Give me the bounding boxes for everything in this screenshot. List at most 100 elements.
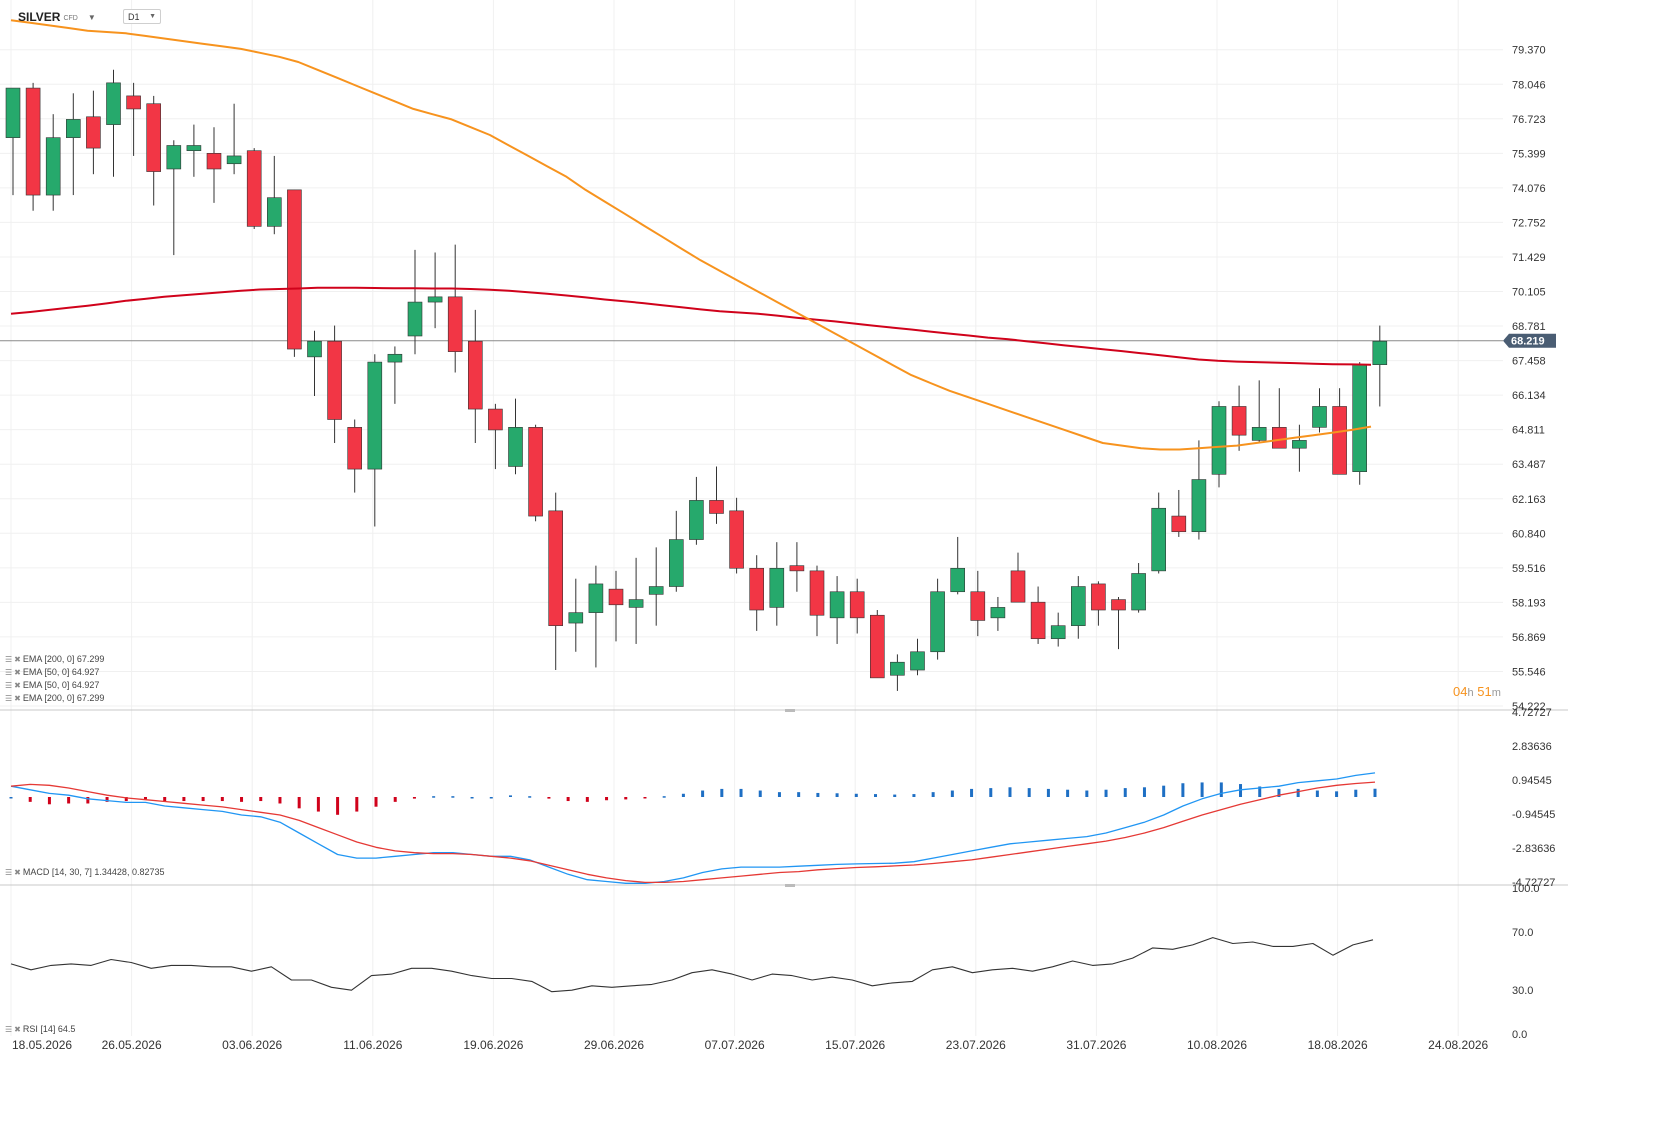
macd-histogram-bar bbox=[163, 797, 167, 802]
x-tick-label: 10.08.2026 bbox=[1187, 1038, 1247, 1052]
macd-histogram-bar bbox=[605, 797, 609, 801]
candle-body bbox=[126, 95, 141, 110]
legend-ema-2[interactable]: ☰ ✖ EMA [50, 0] 64.927 bbox=[5, 667, 99, 677]
macd-histogram-bar bbox=[1354, 789, 1358, 797]
macd-histogram-bar bbox=[701, 790, 705, 797]
macd-histogram-bar bbox=[451, 796, 455, 798]
macd-histogram-bar bbox=[585, 797, 589, 802]
timeframe-select[interactable]: D1 ▼ bbox=[123, 9, 161, 24]
close-icon[interactable]: ✖ bbox=[14, 667, 21, 677]
candle-body bbox=[789, 565, 805, 572]
y-tick-label: 54.222 bbox=[1512, 701, 1546, 713]
candle-body bbox=[1050, 625, 1066, 640]
candle-body bbox=[1372, 340, 1388, 366]
countdown-m-unit: m bbox=[1491, 687, 1501, 699]
candle-body bbox=[186, 145, 202, 152]
candle-body bbox=[990, 607, 1006, 619]
y-tick-label: 74.076 bbox=[1512, 183, 1546, 195]
close-icon[interactable]: ✖ bbox=[14, 680, 21, 690]
candle-body bbox=[508, 427, 523, 467]
candle-body bbox=[910, 651, 925, 671]
timeframe-value: D1 bbox=[128, 11, 140, 22]
macd-histogram-bar bbox=[259, 797, 263, 802]
close-icon[interactable]: ✖ bbox=[14, 654, 21, 664]
y-tick-label: 68.781 bbox=[1512, 321, 1546, 333]
macd-y-tick-label: -4.72727 bbox=[1512, 877, 1555, 889]
macd-histogram-bar bbox=[720, 788, 724, 797]
candle-body bbox=[548, 510, 564, 626]
macd-histogram-bar bbox=[470, 797, 474, 799]
candle-body bbox=[1131, 573, 1146, 611]
legend-ema-1[interactable]: ☰ ✖ EMA [200, 0] 67.299 bbox=[5, 654, 104, 664]
symbol-type: CFD bbox=[63, 15, 78, 22]
macd-histogram-bar bbox=[950, 790, 954, 797]
chart-root[interactable]: 79.370 78.046 76.723 75.399 74.076 72.752 71.4… bbox=[0, 0, 1568, 1058]
candle-body bbox=[246, 150, 262, 227]
y-tick-label: 60.840 bbox=[1512, 528, 1546, 540]
x-tick-label: 07.07.2026 bbox=[705, 1038, 765, 1052]
candle-body bbox=[709, 500, 724, 514]
settings-icon[interactable]: ☰ bbox=[5, 667, 12, 677]
macd-histogram-bar bbox=[182, 797, 186, 802]
macd-histogram-bar bbox=[1315, 790, 1319, 797]
candle-body bbox=[930, 591, 945, 653]
settings-icon[interactable]: ☰ bbox=[5, 1024, 12, 1034]
x-tick-label: 03.06.2026 bbox=[222, 1038, 282, 1052]
macd-histogram-bar bbox=[489, 797, 493, 799]
symbol-selector[interactable]: SILVER CFD ▼ bbox=[18, 8, 96, 26]
candle-body bbox=[608, 588, 624, 606]
candle-body bbox=[1151, 507, 1166, 572]
legend-macd-label: MACD [14, 30, 7] 1.34428, 0.82735 bbox=[22, 867, 165, 877]
candle-body bbox=[1332, 406, 1347, 475]
y-tick-label: 75.399 bbox=[1512, 148, 1546, 160]
countdown-h-unit: h bbox=[1467, 687, 1474, 699]
legend-rsi[interactable]: ☰ ✖ RSI [14] 64.5 bbox=[5, 1024, 75, 1034]
legend-macd[interactable]: ☰ ✖ MACD [14, 30, 7] 1.34428, 0.82735 bbox=[5, 867, 164, 877]
legend-ema-3[interactable]: ☰ ✖ EMA [50, 0] 64.927 bbox=[5, 680, 99, 690]
y-tick-label: 56.869 bbox=[1512, 632, 1546, 644]
macd-histogram-bar bbox=[931, 792, 935, 797]
candle-body bbox=[1030, 601, 1046, 640]
macd-histogram-bar bbox=[1046, 788, 1050, 797]
settings-icon[interactable]: ☰ bbox=[5, 693, 12, 703]
settings-icon[interactable]: ☰ bbox=[5, 680, 12, 690]
pane-resize-handle bbox=[785, 884, 795, 887]
macd-histogram-bar bbox=[758, 790, 762, 797]
macd-histogram-bar bbox=[1008, 787, 1012, 797]
macd-histogram-bar bbox=[1181, 783, 1185, 797]
macd-histogram-bar bbox=[355, 797, 359, 812]
x-tick-label: 29.06.2026 bbox=[584, 1038, 644, 1052]
candle-body bbox=[266, 197, 282, 227]
macd-histogram-bar bbox=[624, 797, 628, 800]
candle-body bbox=[166, 145, 182, 170]
close-icon[interactable]: ✖ bbox=[14, 867, 21, 877]
x-tick-label: 18.08.2026 bbox=[1308, 1038, 1368, 1052]
macd-histogram-bar bbox=[547, 797, 551, 799]
y-tick-label: 62.163 bbox=[1512, 494, 1546, 506]
candle-body bbox=[648, 586, 664, 595]
candle-body bbox=[86, 116, 101, 149]
macd-histogram-bar bbox=[374, 797, 378, 807]
y-tick-label: 76.723 bbox=[1512, 114, 1546, 126]
legend-ema-4[interactable]: ☰ ✖ EMA [200, 0] 67.299 bbox=[5, 693, 104, 703]
candle-body bbox=[106, 82, 121, 125]
settings-icon[interactable]: ☰ bbox=[5, 654, 12, 664]
macd-pane bbox=[9, 772, 1377, 884]
macd-y-tick-label: 4.72727 bbox=[1512, 707, 1552, 719]
countdown: 04h 51m bbox=[1453, 684, 1501, 699]
macd-histogram-bar bbox=[1027, 788, 1031, 797]
macd-histogram-bar bbox=[1239, 784, 1243, 797]
macd-histogram-bar bbox=[816, 792, 820, 797]
macd-histogram-bar bbox=[1219, 782, 1223, 797]
close-icon[interactable]: ✖ bbox=[14, 693, 21, 703]
chevron-down-icon[interactable]: ▼ bbox=[87, 12, 96, 22]
candle-body bbox=[206, 153, 222, 170]
macd-histogram-bar bbox=[28, 797, 32, 802]
candle-body bbox=[1211, 406, 1227, 475]
settings-icon[interactable]: ☰ bbox=[5, 867, 12, 877]
rsi-y-tick-label: 30.0 bbox=[1512, 985, 1533, 997]
close-icon[interactable]: ✖ bbox=[14, 1024, 21, 1034]
main-pane bbox=[0, 19, 1503, 691]
chart-svg[interactable]: 79.370 78.046 76.723 75.399 74.076 72.752 71.4… bbox=[0, 0, 1568, 1058]
x-tick-label: 18.05.2026 bbox=[12, 1038, 72, 1052]
